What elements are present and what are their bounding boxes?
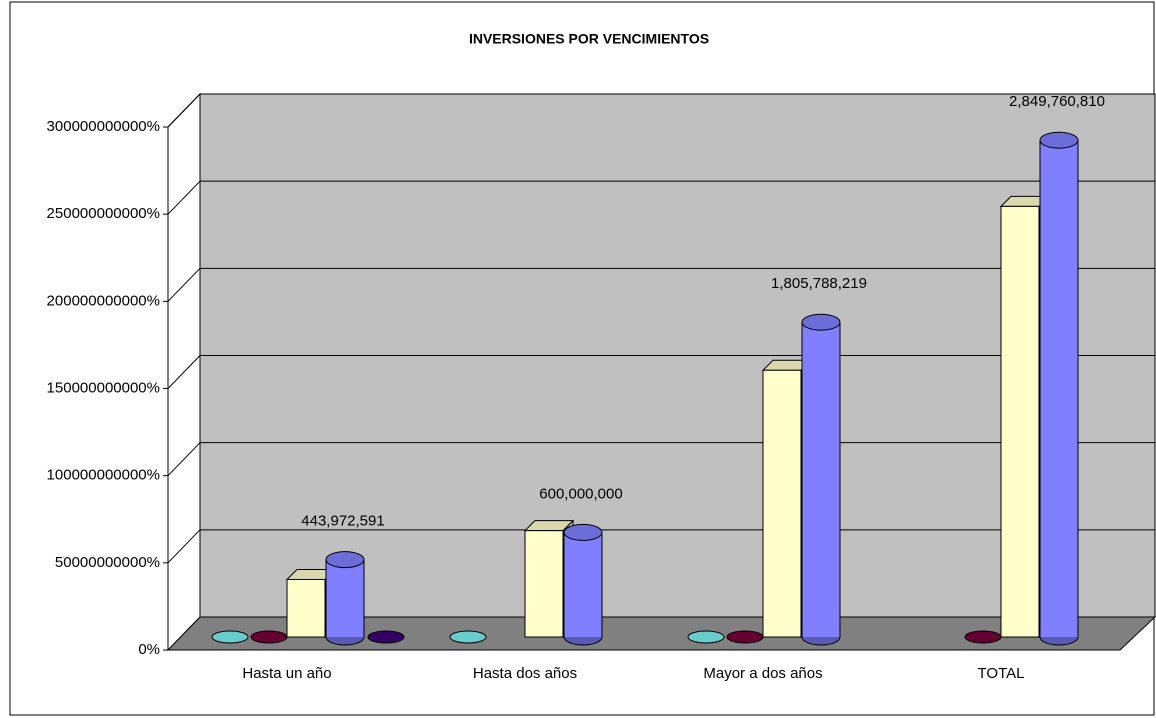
bar [1040,140,1078,637]
grid-line [167,180,201,215]
bar [687,630,725,644]
bar [1000,205,1040,638]
bar-top [563,523,603,541]
bar [250,630,288,644]
bar-top [1039,131,1079,149]
data-label: 2,849,760,810 [1009,93,1105,110]
bar-top [801,313,841,331]
x-tick-label: TOTAL [978,665,1025,682]
grid-line [167,267,201,302]
grid-line [167,529,201,564]
bar [367,630,405,644]
data-label: 1,805,788,219 [771,275,867,292]
bar [564,532,602,637]
x-tick-label: Hasta dos años [473,665,577,682]
data-label: 443,972,591 [301,513,384,530]
bar [286,578,326,638]
data-label: 600,000,000 [539,485,622,502]
y-tick-label: 200000000000% [47,292,160,309]
bar [762,369,802,638]
bar-top [325,551,365,569]
x-tick-label: Mayor a dos años [703,665,822,682]
y-tick-label: 0% [138,641,160,658]
y-tick-label: 100000000000% [47,467,160,484]
grid-line [167,93,201,128]
bar [726,630,764,644]
bar [449,630,487,644]
y-tick-label: 50000000000% [55,554,160,571]
bar [524,530,564,638]
grid-line [167,442,201,477]
y-tick-label: 300000000000% [47,118,160,135]
x-tick-label: Hasta un año [242,665,331,682]
bar [326,559,364,637]
bar [211,630,249,644]
grid-line [167,355,201,389]
y-tick-label: 250000000000% [47,205,160,222]
bar [964,630,1002,644]
chart-title: INVERSIONES POR VENCIMIENTOS [469,31,709,47]
bar [802,322,840,637]
y-tick-label: 150000000000% [47,379,160,396]
